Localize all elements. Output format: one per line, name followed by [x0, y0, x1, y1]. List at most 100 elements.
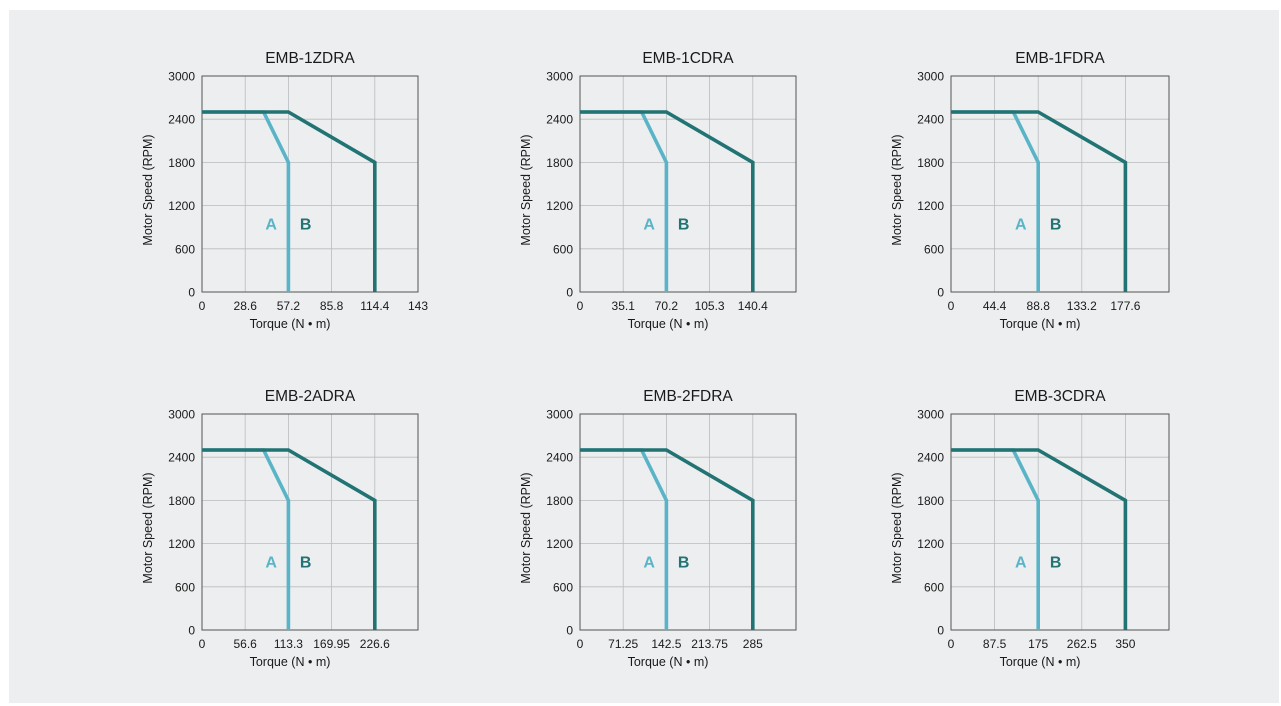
series-line-b [951, 448, 1128, 630]
x-tick-label: 88.8 [1027, 299, 1051, 313]
x-axis-label: Torque (N • m) [628, 655, 709, 669]
y-tick-label: 1800 [546, 494, 573, 508]
x-axis-label: Torque (N • m) [1000, 655, 1081, 669]
x-tick-label: 140.4 [738, 299, 768, 313]
x-tick-label: 169.95 [313, 637, 350, 651]
y-tick-label: 3000 [917, 408, 944, 422]
x-tick-label: 213.75 [691, 637, 728, 651]
x-tick-label: 262.5 [1067, 637, 1097, 651]
y-axis-label: Motor Speed (RPM) [890, 134, 904, 245]
y-tick-label: 1200 [168, 537, 195, 551]
y-tick-label: 2400 [917, 113, 944, 127]
plot-frame [201, 413, 419, 631]
chart-2: A B 0 600 1200 1800 2400 3000 0 44.4 88.8 133.2 177.… [890, 50, 1170, 331]
x-tick-label: 57.2 [277, 299, 301, 313]
y-tick-label: 2400 [917, 451, 944, 465]
series-label-b: B [678, 217, 690, 234]
y-tick-label: 600 [924, 580, 944, 594]
x-axis-label: Torque (N • m) [628, 317, 709, 331]
y-tick-label: 3000 [168, 70, 195, 84]
y-tick-label: 1200 [546, 199, 573, 213]
chart-panel [9, 10, 1279, 703]
chart-title: EMB-1CDRA [642, 50, 734, 67]
y-tick-label: 3000 [168, 408, 195, 422]
x-tick-label: 70.2 [655, 299, 679, 313]
y-tick-label: 1800 [917, 494, 944, 508]
chart-title: EMB-1ZDRA [265, 50, 355, 67]
y-tick-label: 2400 [168, 451, 195, 465]
x-tick-label: 56.6 [233, 637, 257, 651]
x-tick-label: 350 [1115, 637, 1135, 651]
y-tick-label: 3000 [546, 70, 573, 84]
series-line-b [580, 448, 755, 630]
series-label-b: B [300, 217, 312, 234]
series-label-a: A [265, 555, 277, 572]
x-tick-label: 85.8 [320, 299, 344, 313]
series-label-b: B [1050, 555, 1062, 572]
y-tick-label: 1800 [168, 156, 195, 170]
y-tick-label: 600 [175, 580, 195, 594]
chart-3: A B 0 600 1200 1800 2400 3000 0 56.6 113.3 169.95 22… [141, 388, 419, 669]
series-label-a: A [265, 217, 277, 234]
y-tick-label: 0 [188, 286, 195, 300]
y-tick-label: 2400 [546, 113, 573, 127]
x-tick-label: 0 [199, 637, 206, 651]
y-axis-label: Motor Speed (RPM) [519, 134, 533, 245]
x-tick-label: 35.1 [612, 299, 636, 313]
x-tick-label: 0 [948, 299, 955, 313]
y-axis-label: Motor Speed (RPM) [890, 472, 904, 583]
x-tick-label: 142.5 [651, 637, 681, 651]
x-tick-label: 114.4 [360, 299, 389, 313]
chart-0: A B 0 600 1200 1800 2400 3000 0 28.6 57.2 85.8 114.4… [141, 50, 428, 331]
y-tick-label: 0 [188, 624, 195, 638]
y-tick-label: 2400 [168, 113, 195, 127]
y-tick-label: 1800 [168, 494, 195, 508]
x-tick-label: 143 [408, 299, 428, 313]
x-tick-label: 226.6 [360, 637, 390, 651]
y-tick-label: 0 [937, 286, 944, 300]
x-axis-label: Torque (N • m) [250, 317, 331, 331]
x-axis-label: Torque (N • m) [250, 655, 331, 669]
y-tick-label: 1800 [917, 156, 944, 170]
chart-title: EMB-2FDRA [643, 388, 733, 405]
y-tick-label: 0 [937, 624, 944, 638]
y-tick-label: 600 [924, 242, 944, 256]
chart-title: EMB-1FDRA [1015, 50, 1105, 67]
y-tick-label: 0 [566, 286, 573, 300]
y-tick-label: 1200 [917, 199, 944, 213]
series-label-a: A [1015, 217, 1027, 234]
x-tick-label: 71.25 [608, 637, 638, 651]
series-line-b [580, 110, 755, 292]
series-line-b [202, 110, 377, 292]
series-label-b: B [678, 555, 690, 572]
x-axis-label: Torque (N • m) [1000, 317, 1081, 331]
x-tick-label: 0 [199, 299, 206, 313]
x-tick-label: 175 [1028, 637, 1048, 651]
x-tick-label: 105.3 [695, 299, 725, 313]
y-tick-label: 600 [553, 242, 573, 256]
x-tick-label: 28.6 [234, 299, 258, 313]
series-line-b [951, 110, 1128, 292]
y-tick-label: 1200 [546, 537, 573, 551]
x-tick-label: 0 [948, 637, 955, 651]
chart-1: A B 0 600 1200 1800 2400 3000 0 35.1 70.2 105.3 140.… [519, 50, 797, 331]
y-tick-label: 3000 [917, 70, 944, 84]
y-axis-label: Motor Speed (RPM) [519, 472, 533, 583]
chart-5: A B 0 600 1200 1800 2400 3000 0 87.5 175 262.5 350 EM… [890, 388, 1170, 669]
y-tick-label: 0 [566, 624, 573, 638]
plot-frame [579, 75, 797, 293]
plot-frame [579, 413, 797, 631]
y-tick-label: 3000 [546, 408, 573, 422]
x-tick-label: 0 [577, 299, 584, 313]
x-tick-label: 44.4 [983, 299, 1007, 313]
y-tick-label: 600 [175, 242, 195, 256]
y-axis-label: Motor Speed (RPM) [141, 472, 155, 583]
series-label-b: B [300, 555, 312, 572]
y-axis-label: Motor Speed (RPM) [141, 134, 155, 245]
x-tick-label: 133.2 [1067, 299, 1097, 313]
x-tick-label: 87.5 [983, 637, 1007, 651]
series-label-a: A [1015, 555, 1027, 572]
y-tick-label: 1200 [917, 537, 944, 551]
chart-4: A B 0 600 1200 1800 2400 3000 0 71.25 142.5 213.75 2… [519, 388, 797, 669]
